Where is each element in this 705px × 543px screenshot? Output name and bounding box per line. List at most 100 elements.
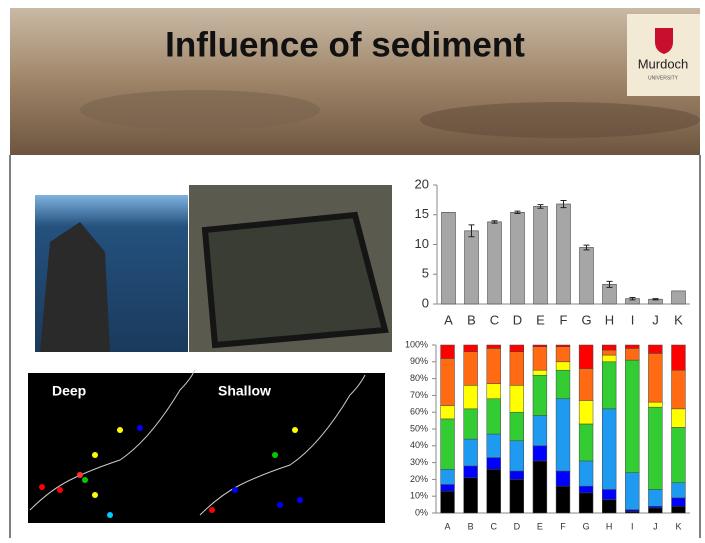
y-tick-label: 10	[415, 236, 429, 251]
bar-segment	[555, 470, 571, 487]
x-tick-label: K	[674, 312, 683, 327]
y-tick-label: 15	[415, 206, 429, 221]
bar-segment	[602, 354, 617, 363]
x-tick-label: B	[468, 521, 474, 531]
y-tick-label: 70%	[410, 390, 428, 400]
bar-segment	[648, 401, 663, 408]
error-bar	[537, 204, 544, 209]
x-tick-label: J	[653, 521, 658, 531]
logo-subtitle: UNIVERSITY	[648, 75, 679, 81]
y-tick-label: 20	[415, 176, 429, 191]
bar-segment	[648, 507, 663, 514]
bar-segment	[602, 408, 617, 490]
bar-segment	[440, 484, 455, 492]
logo-name: Murdoch	[638, 56, 689, 71]
bar	[487, 221, 502, 305]
bar-segment	[555, 346, 571, 363]
bar-segment	[602, 344, 617, 351]
logo-crest	[655, 28, 673, 54]
bar-segment	[578, 423, 594, 462]
x-tick-label: D	[513, 312, 522, 327]
bar	[533, 206, 548, 305]
y-tick-label: 60%	[410, 407, 428, 417]
bar-segment	[440, 490, 455, 514]
bar-segment	[486, 469, 501, 514]
bar-segment	[625, 344, 640, 349]
map-panel	[28, 373, 385, 523]
bar-segment	[578, 368, 594, 401]
bar-segment	[555, 361, 571, 371]
bar-segment	[486, 348, 501, 384]
bar-segment	[509, 440, 524, 472]
bar-segment	[602, 349, 617, 356]
map-label: Deep	[52, 383, 86, 399]
bar-segment	[440, 405, 455, 420]
x-tick-label: E	[536, 312, 545, 327]
x-tick-label: C	[490, 521, 497, 531]
error-bar	[468, 224, 475, 238]
y-tick-label: 100%	[405, 339, 428, 349]
bar-segment	[648, 406, 663, 490]
error-bar	[606, 280, 613, 288]
bar	[579, 247, 594, 305]
bar-segment	[463, 385, 478, 410]
bar-segment	[578, 460, 594, 487]
bar-segment	[532, 415, 548, 447]
bar-segment	[602, 361, 617, 410]
x-tick-label: B	[467, 312, 476, 327]
bar-segment	[509, 351, 524, 386]
bar-segment	[440, 469, 455, 485]
bar-segment	[463, 344, 478, 352]
y-tick-label: 30%	[410, 457, 428, 467]
bar-segment	[555, 369, 571, 400]
bar-segment	[463, 438, 478, 467]
error-bar	[491, 220, 498, 224]
bar-segment	[648, 353, 663, 403]
x-tick-label: K	[675, 521, 681, 531]
bar-segment	[463, 477, 478, 514]
x-tick-label: A	[445, 521, 451, 531]
bar-segment	[463, 351, 478, 386]
bar-segment	[532, 346, 548, 371]
sites	[39, 425, 303, 518]
y-tick-label: 0	[422, 295, 429, 310]
bar	[464, 230, 479, 305]
y-tick-label: 40%	[410, 440, 428, 450]
bar-segment	[509, 411, 524, 442]
bar-segment	[671, 369, 686, 410]
bar-segment	[648, 344, 663, 354]
x-tick-label: H	[605, 312, 614, 327]
bar	[441, 212, 456, 305]
header-texture	[80, 90, 320, 130]
bar-segment	[440, 358, 455, 406]
map-label: Shallow	[218, 383, 271, 399]
y-tick-label: 50%	[410, 423, 428, 433]
y-tick-label: 80%	[410, 373, 428, 383]
y-tick-label: 0%	[415, 507, 428, 517]
y-tick-label: 5	[422, 266, 429, 281]
bar-segment	[671, 506, 686, 514]
bar-segment	[625, 348, 640, 361]
x-tick-label: A	[444, 312, 453, 327]
bar-segment	[578, 492, 594, 514]
x-tick-label: F	[560, 521, 566, 531]
logo	[627, 14, 700, 96]
bar-segment	[509, 385, 524, 413]
bar-segment	[671, 344, 686, 371]
bar-segment	[463, 408, 478, 440]
bar-segment	[486, 457, 501, 470]
bar-segment	[648, 506, 663, 509]
bar-segment	[555, 485, 571, 514]
bar-segment	[532, 369, 548, 376]
bar-segment	[486, 383, 501, 400]
bar-segment	[509, 344, 524, 352]
bar-segment	[578, 485, 594, 494]
x-tick-label: C	[490, 312, 499, 327]
bar-segment	[625, 359, 640, 473]
bar-segment	[509, 479, 524, 514]
x-tick-label: D	[514, 521, 521, 531]
y-tick-label: 10%	[410, 491, 428, 501]
x-tick-label: G	[583, 521, 590, 531]
bar-segment	[440, 344, 455, 359]
